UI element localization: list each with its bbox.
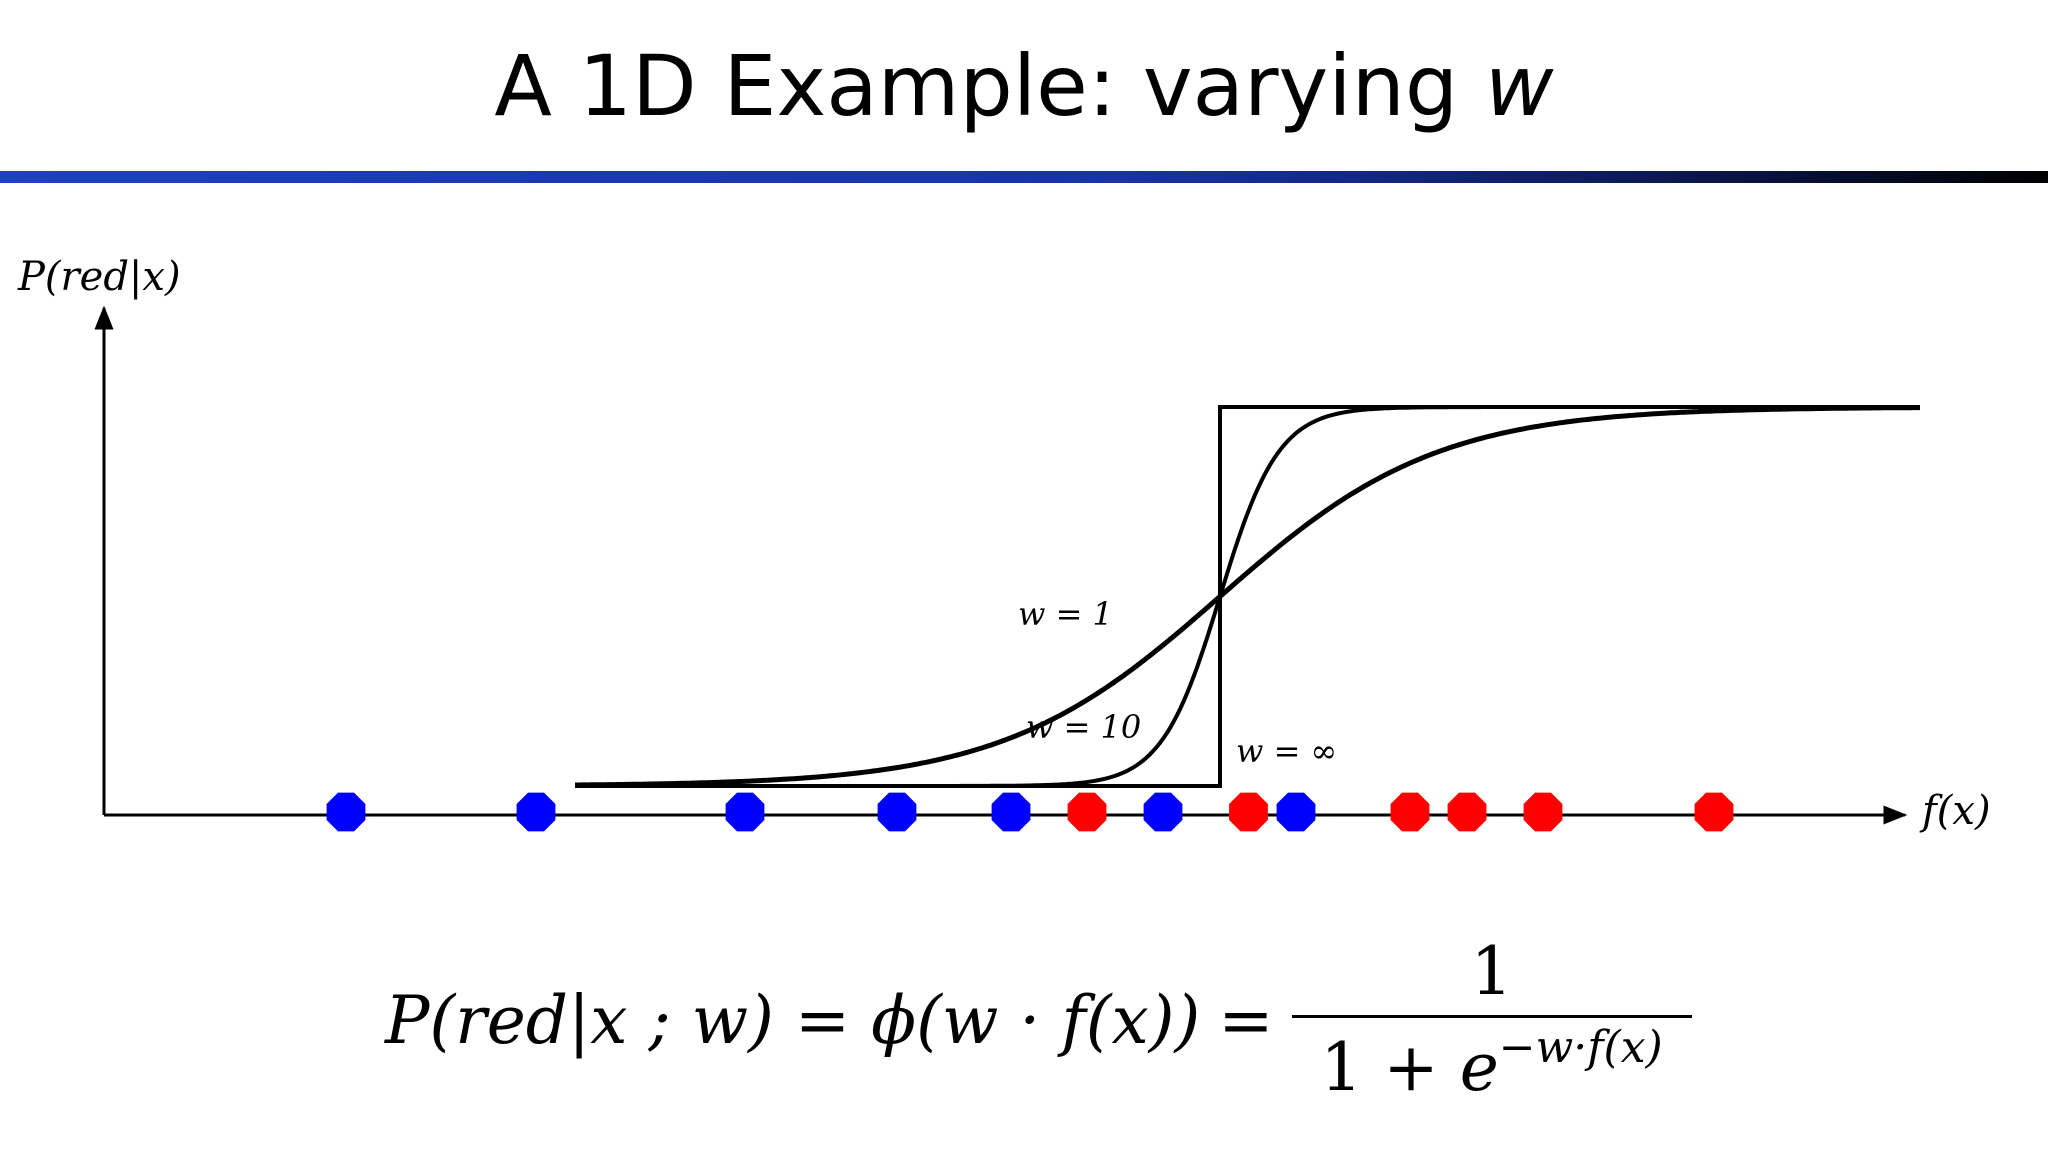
slide-title: A 1D Example: varying w	[0, 44, 2048, 128]
y-axis-label: P(red|x)	[17, 254, 181, 300]
red-data-point	[1390, 792, 1430, 832]
red-data-point	[1447, 792, 1487, 832]
label-w-infinity: w = ∞	[1236, 732, 1337, 770]
x-axis-label: f(x)	[1919, 788, 1991, 834]
formula-denominator: 1 + e−w·f(x)	[1320, 1018, 1662, 1105]
blue-data-point	[725, 792, 765, 832]
curve-w-1	[575, 405, 1920, 788]
red-data-point	[1523, 792, 1563, 832]
fraction-bar	[1291, 1014, 1692, 1018]
logistic-formula: P(red|x ; w) = ϕ(w · f(x)) = 1 1 + e−w·f…	[385, 920, 1692, 1120]
title-divider	[0, 171, 2048, 183]
curve-w-10	[575, 405, 1920, 788]
formula-numerator: 1	[1470, 932, 1513, 1010]
blue-data-point	[877, 792, 917, 832]
label-w-1: w = 1	[1018, 595, 1113, 633]
blue-data-point	[326, 792, 366, 832]
curve-w-infinity	[575, 405, 1920, 788]
label-w-10: w = 10	[1026, 708, 1141, 746]
blue-data-point	[516, 792, 556, 832]
red-data-point	[1229, 792, 1268, 832]
formula-den-e: e	[1459, 1028, 1499, 1106]
slide-title-variable: w	[1484, 37, 1554, 135]
formula-den-exponent: −w·f(x)	[1498, 1021, 1663, 1073]
formula-den-base: 1 +	[1320, 1028, 1460, 1106]
blue-data-point	[1143, 792, 1183, 832]
formula-lhs: P(red|x ; w) = ϕ(w · f(x))	[385, 981, 1201, 1059]
blue-data-point	[991, 792, 1031, 832]
red-data-point	[1067, 792, 1107, 832]
formula-equals: =	[1218, 981, 1274, 1059]
formula-fraction: 1 1 + e−w·f(x)	[1291, 932, 1692, 1105]
blue-data-point	[1276, 792, 1316, 832]
red-data-point	[1694, 792, 1734, 832]
slide-title-text: A 1D Example: varying	[494, 37, 1485, 135]
data-points	[326, 792, 1734, 832]
